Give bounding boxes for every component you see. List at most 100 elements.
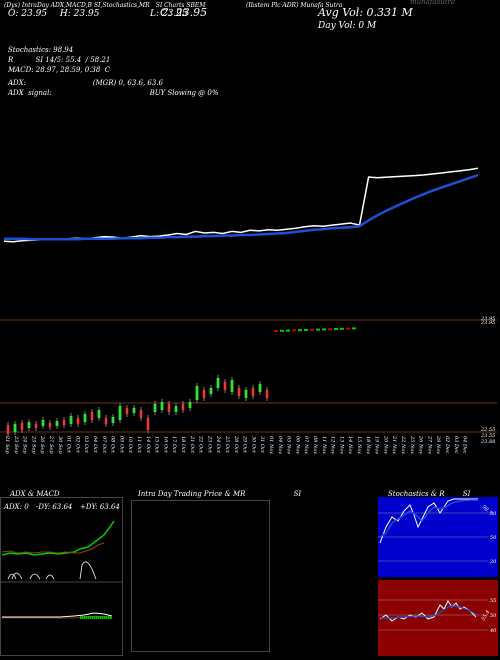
price-series-group [3, 167, 479, 243]
x-date-label: 04 Nov [277, 436, 283, 454]
x-date-label: 24 Sep [22, 435, 28, 454]
macd-line [2, 612, 113, 618]
x-date-label: 18 Oct [180, 436, 186, 454]
x-date-label: 10 Oct [127, 436, 133, 454]
x-date-label: 13 Nov [338, 436, 344, 454]
macd-histogram [80, 616, 112, 619]
x-date-label: 18 Nov [365, 436, 371, 454]
volume-bar [280, 329, 284, 332]
macd-hist-bar [104, 616, 106, 619]
price-label-lower3: 23.88 [480, 439, 495, 445]
x-date-label: 15 Oct [154, 436, 160, 454]
x-date-label: 05 Nov [286, 436, 292, 454]
x-date-label: 20 Nov [382, 435, 388, 454]
volume-bar [310, 328, 314, 331]
price-label-upper: 23.95 [480, 316, 495, 322]
intraday-title-si: SI [293, 490, 302, 498]
rsi-tick-60: 55 [490, 598, 496, 604]
x-date-label: 30 Sep [57, 436, 63, 454]
stoch-tick-20: 20 [489, 559, 497, 565]
price-label-lower2: 23.55 [480, 433, 495, 439]
x-date-label: 25 Sep [30, 435, 36, 454]
x-date-label: 24 Oct [215, 435, 221, 454]
plus-dy-value: +DY: 63.64 [80, 503, 120, 511]
macd-hist-bar [92, 616, 94, 619]
avg-vol: Avg Vol: 0.331 M [318, 6, 413, 19]
x-date-label: 25 Nov [409, 435, 415, 454]
x-date-label: 26 Sep [39, 435, 45, 454]
stoch-title-main: Stochastics & R [388, 490, 445, 498]
rsi-readout: R SI 14/5: 55.4 / 58.21 [8, 56, 111, 64]
x-date-label: 04 Oct [92, 436, 98, 454]
x-date-label: 23 Oct [206, 435, 212, 454]
x-date-label: 29 Oct [242, 435, 248, 454]
adx-value: ADX: 0 [3, 503, 29, 511]
x-date-label: 14 Oct [145, 436, 151, 454]
x-date-label: 25 Oct [224, 435, 230, 454]
x-date-label: 12 Nov [330, 436, 336, 454]
x-date-label: 22 Oct [198, 435, 204, 454]
volume-bar [298, 329, 302, 332]
adx-readout: ADX: (MGR) 0, 63.6, 63.6 [8, 79, 164, 87]
x-date-label: 21 Oct [189, 435, 195, 454]
candle-group [6, 375, 269, 437]
header-company: (Ibstem Plc ADR) Munafa Sutra [246, 2, 343, 9]
x-date-label: 29 Nov [435, 435, 441, 454]
x-date-label: 03 Dec [453, 436, 459, 454]
macd-hist-bar [86, 616, 88, 619]
x-date-label: 02 Dec [444, 436, 450, 454]
x-date-label: 06 Nov [294, 436, 300, 454]
close-value: C: 23.95 [160, 6, 208, 19]
adx-signal-readout: ADX signal: BUY Slowing @ 0% [8, 89, 219, 97]
macd-hist-bar [102, 616, 104, 619]
x-date-label: 23 Sep [13, 435, 19, 454]
x-date-label: 22 Nov [400, 435, 406, 454]
x-axis-dates: 21 Sep 23 Sep 24 Sep 25 Sep 26 Sep 27 Sep 30 S… [4, 435, 468, 454]
intraday-title-main: Intra Day Trading Price & MR [138, 490, 246, 498]
x-date-label: 07 Oct [101, 436, 107, 454]
stochastics-readout: Stochastics: 98.94 [8, 46, 74, 54]
minus-dy-value: -DY: 63.64 [36, 503, 72, 511]
x-date-label: 01 Oct [66, 436, 72, 454]
macd-hist-bar [82, 616, 84, 619]
x-date-label: 09 Oct [118, 436, 124, 454]
x-date-label: 14 Nov [347, 436, 353, 454]
x-date-label: 04 Dec [462, 436, 468, 454]
price-label-upper-b: 23.95 [480, 320, 495, 326]
x-date-label: 01 Nov [268, 436, 274, 454]
x-date-label: 08 Nov [312, 436, 318, 454]
volume-bar [286, 329, 290, 332]
x-date-label: 16 Oct [162, 436, 168, 454]
volume-bar [328, 328, 332, 331]
x-date-label: 19 Nov [374, 436, 380, 454]
volume-bar [346, 327, 350, 330]
main-chart: 23.95 23.95 22.55 23.55 23.88 21 Sep 23 S… [0, 167, 497, 454]
intraday-panel-title: Intra Day Trading Price & MR SI [138, 490, 301, 498]
x-date-label: 27 Sep [48, 435, 54, 454]
volume-bar [352, 327, 356, 330]
volume-bar [316, 328, 320, 331]
x-date-label: 02 Oct [74, 436, 80, 454]
volume-bar [340, 327, 344, 330]
stoch-rsi-panel: 80 50 20 98.7 55 50 40 55.4 [378, 497, 498, 656]
header-symbol-line: (Dys) IntraDay ADX,MACD,B SI,Stochastics,… [4, 2, 304, 9]
stoch-panel-title: Stochastics & R SI [388, 490, 470, 498]
x-date-label: 31 Oct [259, 436, 265, 454]
minus-dy-line [1, 542, 105, 554]
volume-bar [322, 328, 326, 331]
macd-hist-bar [106, 616, 108, 619]
price-line [3, 167, 479, 243]
header-part-b: s) IntraDay ADX,MACD,B [14, 2, 92, 9]
header-part-d: SI Charts [155, 2, 185, 9]
volume-bar [292, 329, 296, 332]
rsi-value: 55.4 [481, 609, 492, 622]
adx-spike [79, 561, 97, 580]
header-symbol: SBEM [186, 2, 206, 9]
x-date-label: 21 Nov [391, 435, 397, 454]
x-date-label: 11 Oct [136, 436, 142, 454]
stoch-tick-80: 80 [490, 511, 497, 517]
rsi-signal-line [380, 605, 477, 619]
macd-hist-bar [84, 616, 86, 619]
day-vol: Day Vol: 0 M [318, 21, 377, 31]
macd-hist-bar [94, 616, 96, 619]
